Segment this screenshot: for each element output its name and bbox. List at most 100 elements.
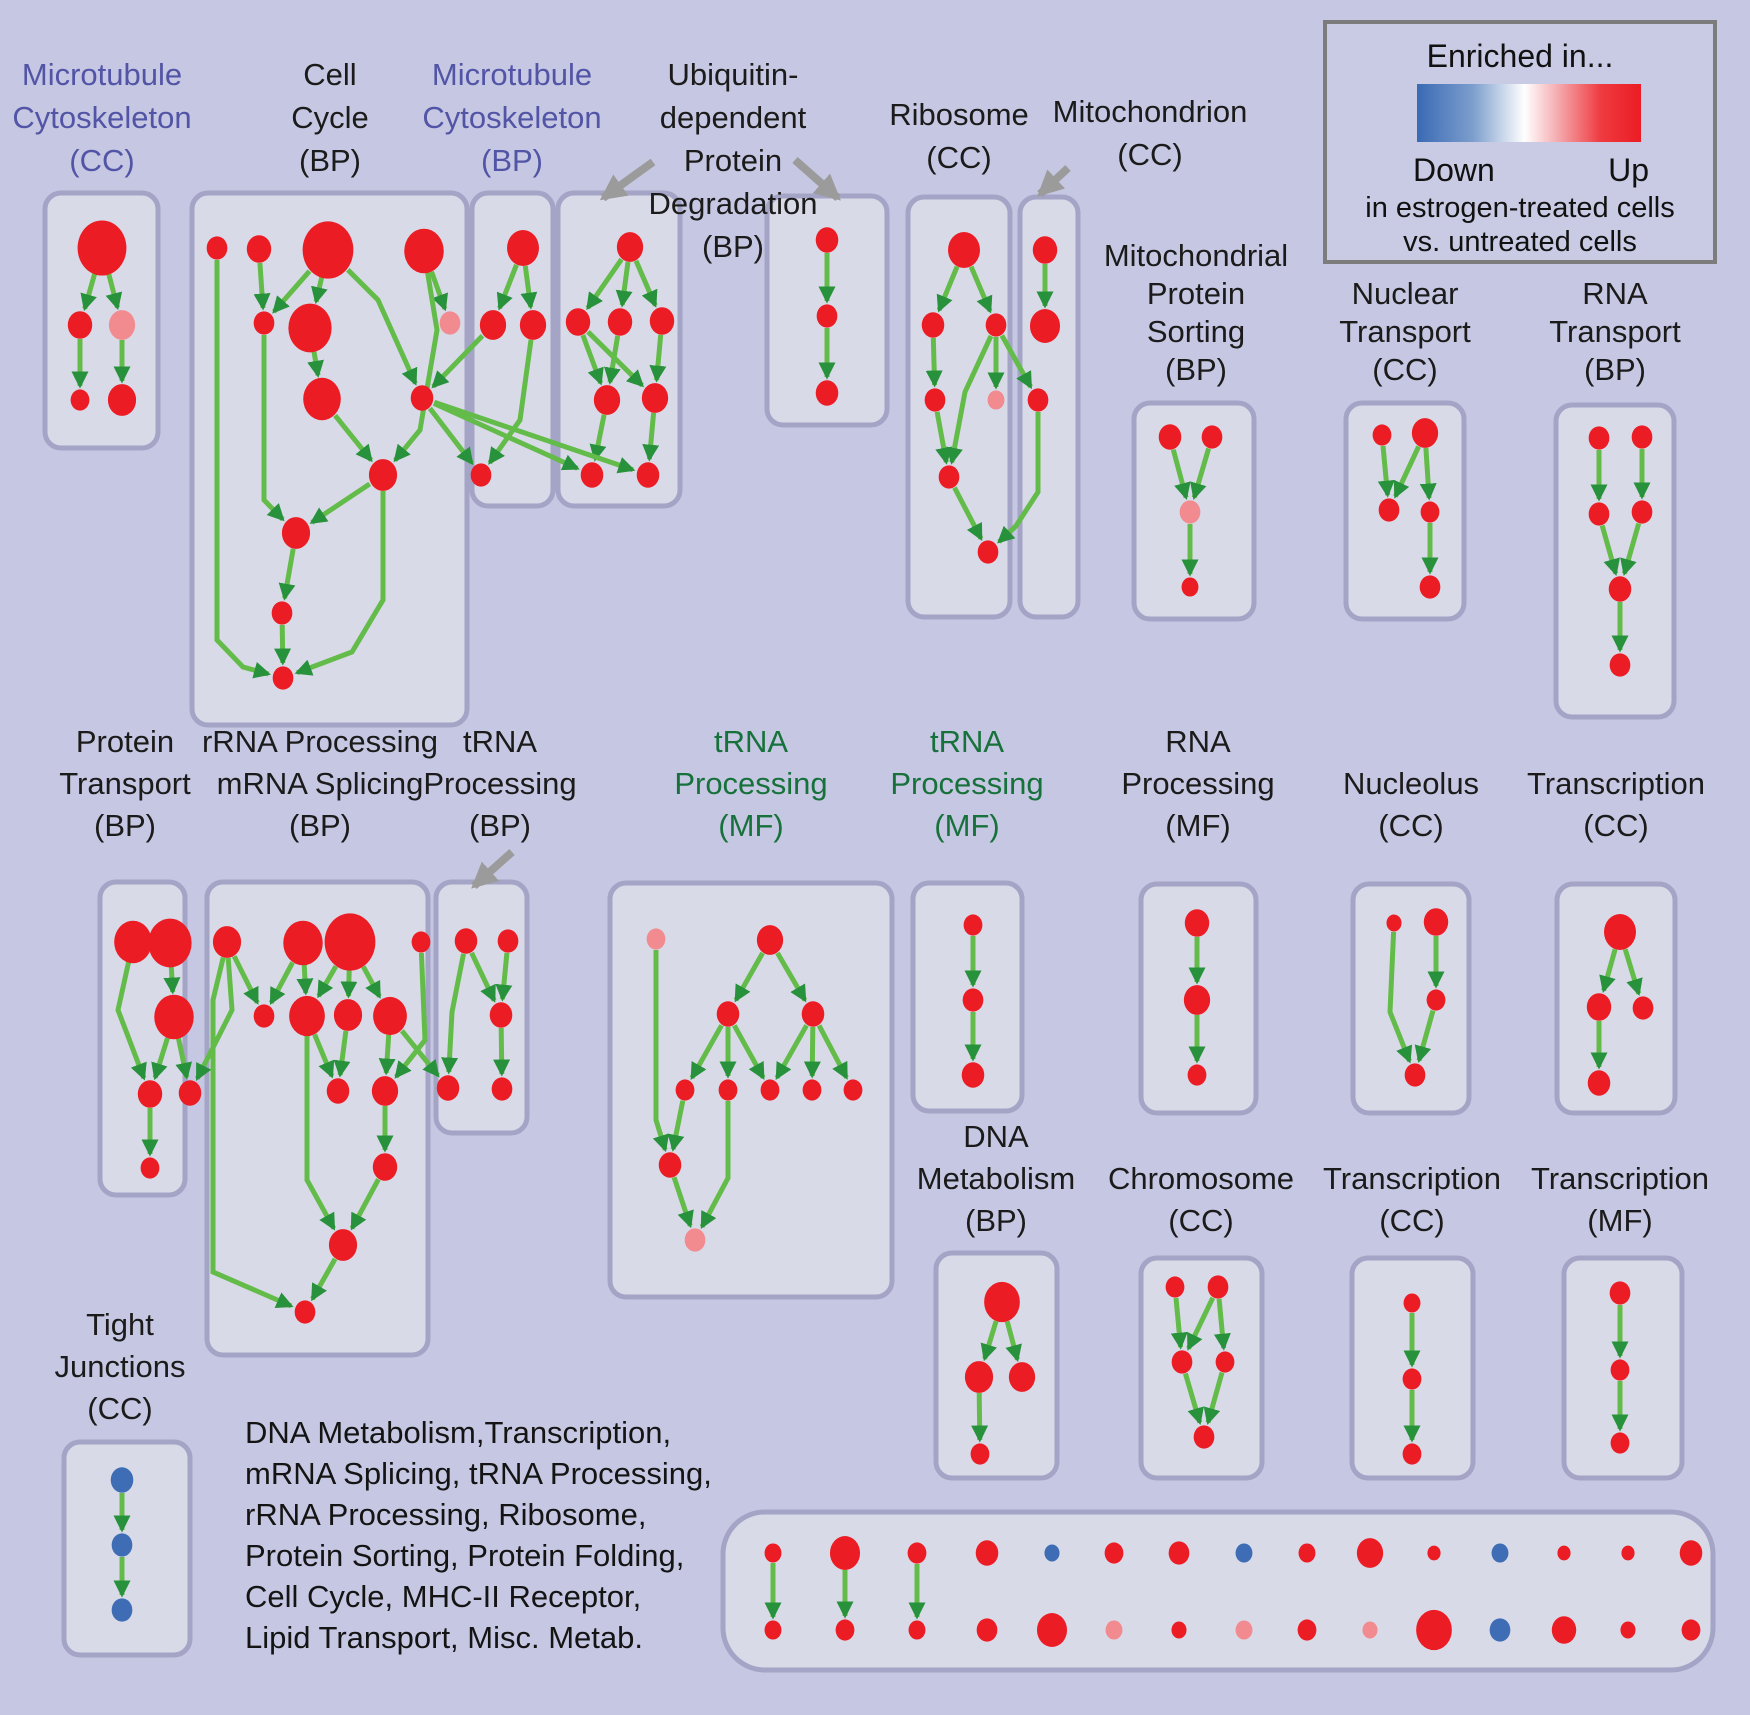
- go-term-node: [1681, 1619, 1701, 1641]
- edge-arrow: [925, 337, 943, 388]
- edge-arrow: [1620, 522, 1642, 577]
- edge-arrow: [272, 269, 312, 314]
- go-term-node: [110, 1467, 134, 1493]
- go-term-node: [1621, 1545, 1635, 1561]
- group-label: (MF): [1165, 808, 1230, 843]
- go-term-node: [1551, 1616, 1577, 1644]
- edge-arrow: [999, 334, 1033, 390]
- edge-arrow: [261, 335, 285, 522]
- edge-arrow: [304, 1036, 336, 1231]
- group-label: Transport: [59, 766, 191, 801]
- go-term-node: [1609, 1281, 1631, 1305]
- edge-arrow: [1170, 448, 1191, 500]
- edge-arrow: [378, 1034, 396, 1076]
- go-term-node: [436, 1075, 460, 1101]
- edge-arrow: [333, 413, 374, 463]
- group-label: (BP): [965, 1203, 1027, 1238]
- nodes: [67, 220, 1703, 1651]
- legend-up-label: Up: [1608, 152, 1649, 188]
- edge-arrow: [346, 268, 418, 386]
- go-term-node: [1586, 993, 1612, 1021]
- group-box: [204, 879, 431, 1358]
- labels: Microtubule Cytoskeleton (CC) Cell Cycle (BP)…: [12, 57, 1709, 1426]
- group-label: tRNA: [930, 724, 1004, 759]
- edge-arrow: [652, 950, 670, 1153]
- go-term-node: [908, 1620, 926, 1640]
- go-term-node: [289, 995, 325, 1037]
- go-term-node: [1427, 1545, 1441, 1561]
- misc-text-line: Cell Cycle, MHC-II Receptor,: [245, 1579, 642, 1614]
- legend-subtitle-2: vs. untreated cells: [1403, 226, 1637, 258]
- go-term-node: [1158, 424, 1182, 450]
- edge-arrow: [487, 339, 534, 465]
- group-label: (MF): [718, 808, 783, 843]
- go-term-node: [1610, 1359, 1630, 1381]
- go-term-node: [1297, 1619, 1317, 1641]
- label-pointer-arrow: [599, 158, 656, 202]
- group-label: dependent: [660, 100, 807, 135]
- go-term-node: [985, 313, 1007, 337]
- edge-arrow: [278, 548, 296, 601]
- group-label: (BP): [481, 143, 543, 178]
- go-term-node: [108, 310, 136, 340]
- edge-arrow: [432, 401, 580, 471]
- edge-arrow: [427, 406, 474, 466]
- edge-arrow: [214, 260, 271, 679]
- group-label: Microtubule: [432, 57, 592, 92]
- edge-arrow: [997, 412, 1041, 544]
- go-term-node: [1184, 909, 1210, 937]
- group-label: (BP): [1584, 352, 1646, 387]
- go-term-node: [206, 236, 228, 260]
- edge-arrow: [980, 1320, 999, 1362]
- edge-arrow: [603, 335, 621, 385]
- go-term-node: [964, 1361, 994, 1393]
- edge-arrow: [361, 965, 382, 999]
- go-term-node: [178, 1080, 202, 1106]
- misc-text-line: Lipid Transport, Misc. Metab.: [245, 1620, 643, 1655]
- go-term-node: [70, 389, 90, 411]
- label-pointer-arrow: [1037, 165, 1071, 197]
- edge-arrow: [349, 1178, 381, 1231]
- group-label: Cycle: [291, 100, 369, 135]
- edge-arrow: [1190, 447, 1211, 501]
- go-term-node: [1420, 501, 1440, 523]
- go-term-node: [154, 994, 194, 1040]
- edge-arrow: [936, 265, 960, 313]
- group-box: [1343, 400, 1467, 622]
- go-term-node: [497, 929, 519, 953]
- go-term-node: [658, 1152, 682, 1178]
- go-term-node: [107, 384, 137, 416]
- group-label: Protein: [1147, 276, 1245, 311]
- go-term-node: [479, 310, 507, 340]
- go-term-node: [1402, 1443, 1422, 1465]
- go-term-node: [764, 1543, 782, 1563]
- go-term-node: [111, 1598, 133, 1622]
- go-term-node: [1386, 914, 1402, 932]
- group-label: Junctions: [55, 1349, 186, 1384]
- misc-text-line: DNA Metabolism,Transcription,: [245, 1415, 672, 1450]
- go-term-node: [1610, 1432, 1630, 1454]
- edge-arrow: [231, 955, 260, 1005]
- group-label: (BP): [469, 808, 531, 843]
- group-label: (CC): [87, 1391, 152, 1426]
- go-term-node: [1423, 908, 1449, 936]
- go-term-node: [1036, 1613, 1068, 1647]
- edge-arrow: [151, 1037, 170, 1081]
- group-label: (BP): [1165, 352, 1227, 387]
- go-term-node: [984, 1281, 1020, 1323]
- go-term-node: [1632, 996, 1654, 1020]
- group-label: (BP): [702, 229, 764, 264]
- edge-arrow: [312, 1033, 335, 1079]
- misc-text-line: rRNA Processing, Ribosome,: [245, 1497, 647, 1532]
- edge-arrow: [667, 1100, 686, 1152]
- edge-arrow: [210, 957, 294, 1309]
- go-term-node: [404, 228, 444, 274]
- group-label: (BP): [299, 143, 361, 178]
- group-label: (CC): [1168, 1203, 1233, 1238]
- group-label: RNA: [1165, 724, 1231, 759]
- go-term-node: [716, 1001, 740, 1027]
- edge-arrow: [1203, 1371, 1225, 1426]
- edge-arrow: [733, 951, 765, 1003]
- go-term-node: [718, 1079, 738, 1101]
